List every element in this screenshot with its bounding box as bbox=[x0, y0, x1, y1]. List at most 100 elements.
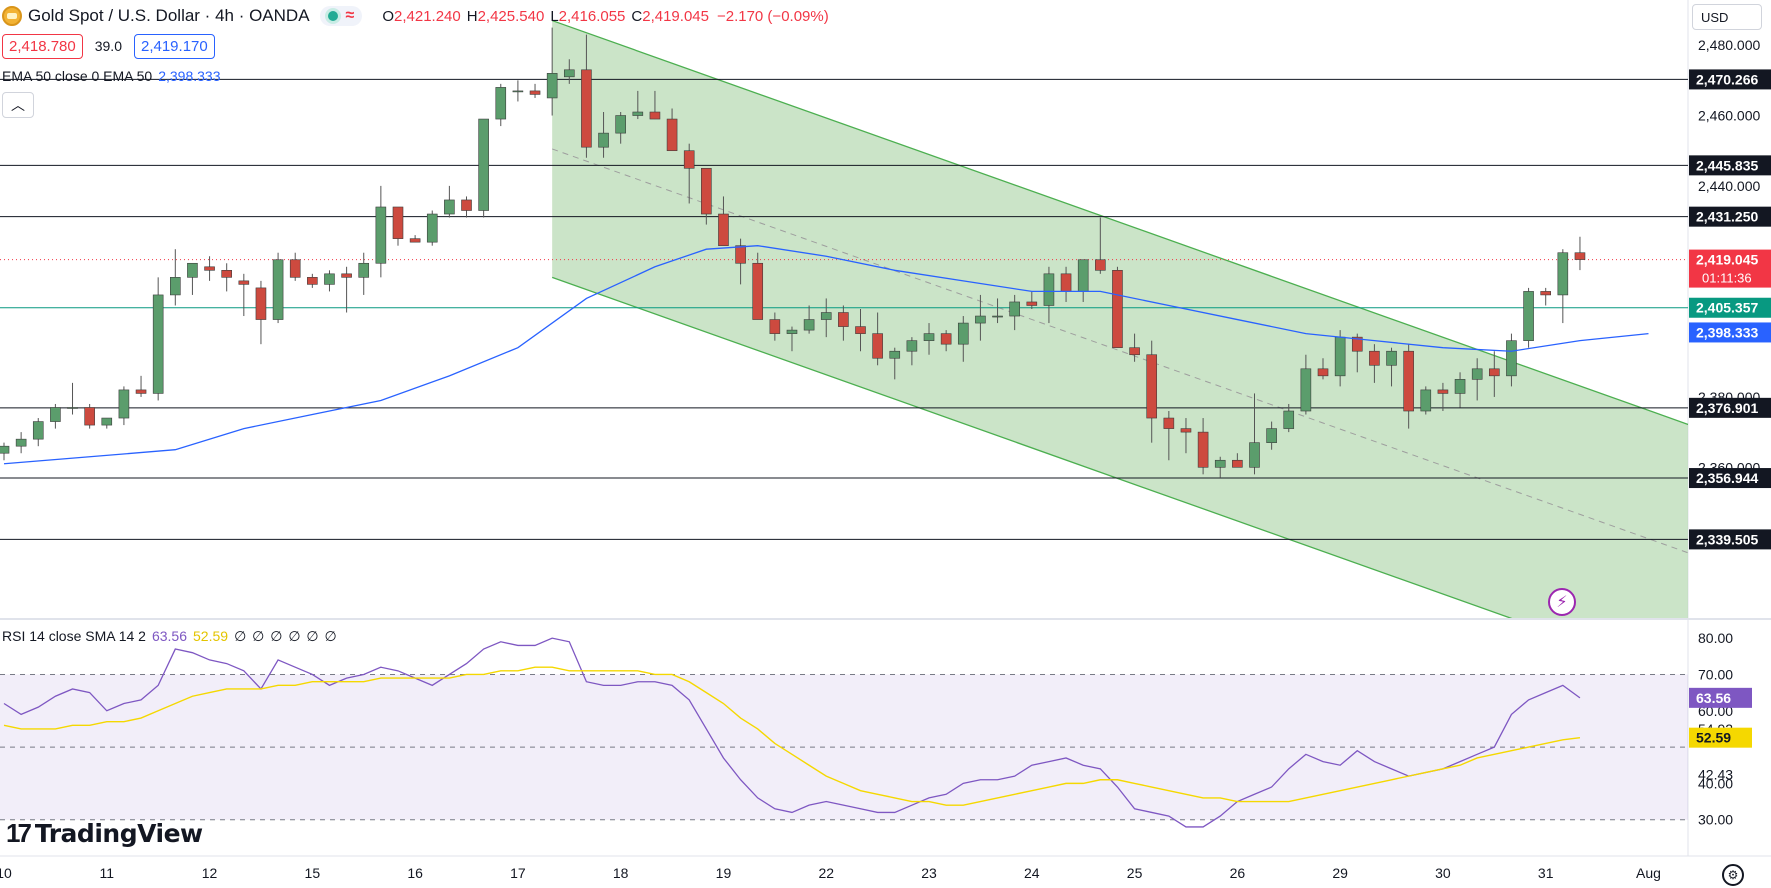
time-axis-tick: 17 bbox=[510, 865, 526, 881]
candle-body bbox=[1283, 410, 1295, 429]
buy-price-button[interactable]: 2,419.170 bbox=[133, 33, 215, 59]
market-open-dot-icon bbox=[327, 11, 338, 21]
candle bbox=[409, 235, 421, 243]
open-label: O bbox=[382, 7, 394, 25]
rsi-empty-values: ∅ ∅ ∅ ∅ ∅ ∅ bbox=[234, 628, 338, 644]
candle bbox=[803, 305, 815, 334]
price-axis-tick: 2,440.000 bbox=[1698, 178, 1760, 194]
candle bbox=[683, 143, 695, 204]
rsi-sma-line bbox=[3, 666, 1581, 806]
candle bbox=[152, 277, 164, 401]
candle bbox=[546, 27, 558, 116]
candle bbox=[581, 34, 592, 158]
candle-body bbox=[32, 421, 44, 440]
candle-body bbox=[940, 333, 952, 345]
rsi-legend-value: 63.56 bbox=[151, 628, 188, 644]
candle-body bbox=[563, 69, 575, 78]
candle-body bbox=[272, 259, 284, 320]
candle-body bbox=[683, 150, 695, 169]
candle bbox=[495, 83, 507, 127]
level-price-label: 2,431.250 bbox=[1696, 209, 1758, 225]
candle bbox=[324, 270, 335, 292]
tradingview-mark-icon: 17 bbox=[6, 818, 32, 848]
close-value: 2,419.045 bbox=[642, 7, 709, 25]
tradingview-logo[interactable]: 17 TradingView bbox=[6, 818, 203, 849]
time-axis-tick: Aug bbox=[1636, 865, 1661, 881]
rsi-legend[interactable]: RSI 14 close SMA 14 2 63.56 52.59 ∅ ∅ ∅ ∅ ∅… bbox=[2, 628, 338, 645]
candle bbox=[32, 418, 44, 447]
candle bbox=[1489, 351, 1500, 397]
candle-body bbox=[1489, 368, 1500, 377]
rsi-legend-label: RSI 14 close SMA 14 2 bbox=[2, 628, 146, 644]
candle-body bbox=[1077, 259, 1089, 292]
time-axis-tick: 29 bbox=[1332, 865, 1348, 881]
candle bbox=[118, 386, 130, 426]
candle bbox=[341, 266, 352, 313]
candle-body bbox=[238, 280, 250, 285]
candle-body bbox=[803, 319, 815, 331]
symbol-title[interactable]: Gold Spot / U.S. Dollar · 4h · OANDA bbox=[28, 6, 310, 25]
candle-body bbox=[1403, 350, 1414, 412]
time-axis-tick: 18 bbox=[613, 865, 629, 881]
ema-price-tag bbox=[1689, 322, 1771, 343]
level-price-tag bbox=[1689, 155, 1771, 176]
rsi-axis-tick: 80.00 bbox=[1698, 630, 1733, 646]
candle-body bbox=[495, 87, 507, 120]
candle-body bbox=[1266, 428, 1277, 443]
candle-body bbox=[1557, 252, 1569, 296]
candle bbox=[598, 112, 609, 158]
candle bbox=[1300, 354, 1312, 415]
candle-body bbox=[546, 73, 558, 99]
candle bbox=[375, 185, 387, 278]
candle-body bbox=[1420, 389, 1432, 412]
close-label: C bbox=[631, 7, 643, 25]
candle bbox=[992, 298, 1003, 324]
candle bbox=[358, 252, 370, 295]
time-axis-tick: 31 bbox=[1538, 865, 1554, 881]
candle bbox=[872, 312, 883, 366]
candle-body bbox=[1540, 291, 1551, 296]
candle-body bbox=[1574, 252, 1586, 260]
currency-selector[interactable]: USD bbox=[1692, 4, 1762, 30]
lightning-icon[interactable]: ⚡ bbox=[1548, 588, 1576, 616]
candle bbox=[1454, 372, 1466, 408]
price-axis-tick: 2,480.000 bbox=[1698, 37, 1760, 53]
time-axis-tick: 15 bbox=[305, 865, 321, 881]
candle-body bbox=[255, 287, 267, 320]
candle-body bbox=[598, 132, 609, 148]
channel-lower-line bbox=[551, 276, 1513, 618]
candle bbox=[204, 256, 215, 281]
candle-body bbox=[649, 111, 661, 120]
level-price-tag bbox=[1689, 529, 1771, 550]
candle-body bbox=[1129, 347, 1140, 356]
candle bbox=[838, 305, 849, 341]
settings-gear-icon[interactable]: ⚙ bbox=[1722, 864, 1744, 886]
candle-body bbox=[1043, 273, 1055, 306]
ema-legend[interactable]: EMA 50 close 0 EMA 50 2,398.333 bbox=[2, 68, 221, 84]
candle-body bbox=[1437, 389, 1449, 394]
candle bbox=[1437, 382, 1449, 412]
sell-price-button[interactable]: 2,418.780 bbox=[2, 33, 83, 59]
candle-body bbox=[1180, 428, 1192, 433]
candle bbox=[718, 196, 729, 246]
candle-body bbox=[1471, 368, 1483, 380]
candle bbox=[769, 312, 781, 341]
candle-body bbox=[1351, 336, 1363, 352]
candle-body bbox=[426, 213, 438, 243]
collapse-legend-button[interactable]: ︿ bbox=[2, 92, 34, 118]
candle bbox=[1249, 393, 1260, 475]
support-price-label: 2,405.357 bbox=[1696, 300, 1758, 316]
candle-body bbox=[975, 315, 986, 324]
time-axis-tick: 16 bbox=[407, 865, 423, 881]
time-axis-tick: 26 bbox=[1230, 865, 1246, 881]
candle-body bbox=[666, 118, 678, 152]
candle bbox=[1266, 421, 1277, 450]
candle-body bbox=[1214, 459, 1226, 468]
candle-body bbox=[118, 389, 130, 419]
candle-body bbox=[67, 407, 78, 409]
market-status-pill[interactable]: ≈ bbox=[319, 6, 363, 26]
candle bbox=[15, 432, 27, 454]
candle bbox=[289, 252, 301, 281]
level-price-tag bbox=[1689, 206, 1771, 227]
